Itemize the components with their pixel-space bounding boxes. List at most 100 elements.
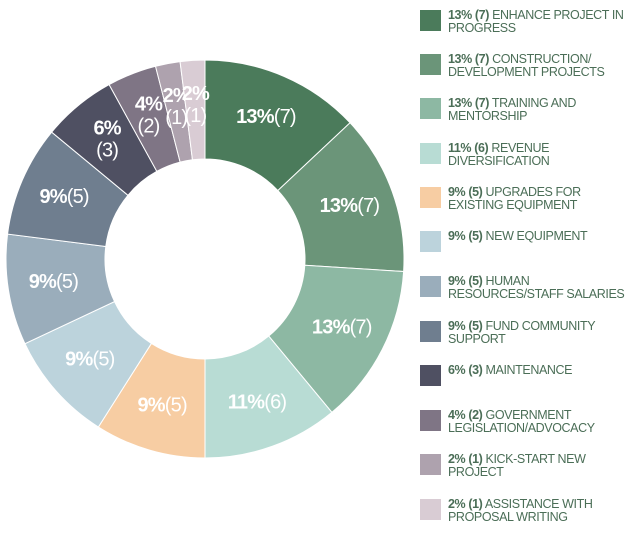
legend-count: (1) xyxy=(468,497,483,511)
legend-text: 4% (2) GOVERNMENT LEGISLATION/ADVOCACY xyxy=(448,409,626,435)
legend-label: GOVERNMENT LEGISLATION/ADVOCACY xyxy=(448,408,595,435)
slice-count: (2) xyxy=(137,116,159,138)
legend-swatch xyxy=(420,499,441,520)
legend-percent: 13% xyxy=(448,96,472,110)
legend-swatch xyxy=(420,54,441,75)
slice-count: (1) xyxy=(184,105,206,127)
legend-text: 9% (5) NEW EQUIPMENT xyxy=(448,230,626,243)
legend-swatch xyxy=(420,276,441,297)
slice-percent: 11% xyxy=(228,392,266,414)
legend-item: 9% (5) UPGRADES FOR EXISTING EQUIPMENT xyxy=(420,185,626,225)
legend-item: 9% (5) FUND COMMUNITY SUPPORT xyxy=(420,319,626,359)
legend-text: 6% (3) MAINTENANCE xyxy=(448,364,626,377)
legend-percent: 13% xyxy=(448,52,472,66)
legend-item: 9% (5) HUMAN RESOURCES/STAFF SALARIES xyxy=(420,274,626,314)
slice-count: (3) xyxy=(96,140,118,162)
slice-percent: 9% xyxy=(65,349,93,371)
legend-item: 9% (5) NEW EQUIPMENT xyxy=(420,229,626,269)
legend-item: 2% (1) KICK-START NEW PROJECT xyxy=(420,452,626,492)
legend-swatch xyxy=(420,454,441,475)
legend-count: (5) xyxy=(468,274,483,288)
legend-text: 13% (7) TRAINING AND MENTORSHIP xyxy=(448,97,626,123)
legend-swatch xyxy=(420,410,441,431)
slice-percent: 9% xyxy=(29,271,57,293)
legend-percent: 9% xyxy=(448,274,466,288)
slice-percent: 6% xyxy=(93,118,121,140)
legend-count: (7) xyxy=(474,96,489,110)
slice xyxy=(179,59,206,161)
slice-label: (3) xyxy=(96,140,118,162)
legend-label: ENHANCE PROJECT IN PROGRESS xyxy=(448,8,624,35)
slice-count: (5) xyxy=(165,395,187,417)
legend-swatch xyxy=(420,187,441,208)
legend-item: 11% (6) REVENUE DIVERSIFICATION xyxy=(420,141,626,181)
legend-text: 13% (7) CONSTRUCTION/ DEVELOPMENT PROJEC… xyxy=(448,53,626,79)
legend-text: 2% (1) KICK-START NEW PROJECT xyxy=(448,453,626,479)
legend-count: (5) xyxy=(468,185,483,199)
slice-count: (5) xyxy=(67,186,89,208)
legend-label: REVENUE DIVERSIFICATION xyxy=(448,141,550,168)
legend-label: MAINTENANCE xyxy=(485,363,573,377)
legend-swatch xyxy=(420,143,441,164)
slice-percent: 4% xyxy=(135,94,163,116)
slice-percent: 2% xyxy=(182,83,210,105)
legend-swatch xyxy=(420,231,441,252)
slice-percent: 13% xyxy=(312,317,351,339)
legend-item: 2% (1) ASSISTANCE WITH PROPOSAL WRITING xyxy=(420,497,626,537)
legend-percent: 2% xyxy=(448,497,466,511)
slice-label: 13%(7) xyxy=(312,317,372,339)
legend-label: UPGRADES FOR EXISTING EQUIPMENT xyxy=(448,185,581,212)
slice-label: 13%(7) xyxy=(236,106,296,128)
slice-label: (2) xyxy=(137,116,159,138)
legend-label: ASSISTANCE WITH PROPOSAL WRITING xyxy=(448,497,593,524)
legend-count: (1) xyxy=(468,452,483,466)
legend-label: CONSTRUCTION/ DEVELOPMENT PROJECTS xyxy=(448,52,605,79)
legend-percent: 4% xyxy=(448,408,466,422)
slice-count: (7) xyxy=(274,106,296,128)
slice-count: (1) xyxy=(165,108,187,130)
slice-percent: 9% xyxy=(137,395,165,417)
legend-text: 13% (7) ENHANCE PROJECT IN PROGRESS xyxy=(448,9,626,35)
legend-percent: 2% xyxy=(448,452,466,466)
legend-count: (3) xyxy=(468,363,483,377)
legend-item: 4% (2) GOVERNMENT LEGISLATION/ADVOCACY xyxy=(420,408,626,448)
slice-count: (7) xyxy=(357,195,379,217)
slice-label: (1) xyxy=(165,108,187,130)
slice-label: 6% xyxy=(93,118,121,140)
slice-label: 9%(5) xyxy=(39,186,88,208)
legend-label: NEW EQUIPMENT xyxy=(485,229,588,243)
legend-count: (2) xyxy=(468,408,483,422)
legend-swatch xyxy=(420,98,441,119)
legend-count: (5) xyxy=(468,319,483,333)
slice-label: 2% xyxy=(182,83,210,105)
slice-percent: 13% xyxy=(320,195,359,217)
slice-label: 13%(7) xyxy=(320,195,380,217)
legend-text: 9% (5) FUND COMMUNITY SUPPORT xyxy=(448,320,626,346)
slice-label: 9%(5) xyxy=(29,271,78,293)
legend-text: 11% (6) REVENUE DIVERSIFICATION xyxy=(448,142,626,168)
legend-swatch xyxy=(420,365,441,386)
slice-label: 9%(5) xyxy=(65,349,114,371)
slice-label: (1) xyxy=(184,105,206,127)
donut-chart: 13%(7)13%(7)13%(7)11%(6)9%(5)9%(5)9%(5)9… xyxy=(5,59,405,459)
legend-label: FUND COMMUNITY SUPPORT xyxy=(448,319,595,346)
slice-count: (5) xyxy=(92,349,114,371)
slice-percent: 9% xyxy=(39,186,67,208)
legend-percent: 13% xyxy=(448,8,472,22)
legend-label: HUMAN RESOURCES/STAFF SALARIES xyxy=(448,274,625,301)
legend-count: (6) xyxy=(474,141,489,155)
legend-percent: 9% xyxy=(448,319,466,333)
legend-label: TRAINING AND MENTORSHIP xyxy=(448,96,576,123)
legend-text: 9% (5) UPGRADES FOR EXISTING EQUIPMENT xyxy=(448,186,626,212)
legend-percent: 6% xyxy=(448,363,466,377)
legend-percent: 11% xyxy=(448,141,472,155)
legend-label: KICK-START NEW PROJECT xyxy=(448,452,586,479)
legend-count: (7) xyxy=(474,52,489,66)
slice-label: 4% xyxy=(135,94,163,116)
slice-count: (7) xyxy=(350,317,372,339)
legend-item: 6% (3) MAINTENANCE xyxy=(420,363,626,403)
slice-percent: 13% xyxy=(236,106,275,128)
slice-count: (5) xyxy=(56,271,78,293)
slice-count: (6) xyxy=(264,392,286,414)
